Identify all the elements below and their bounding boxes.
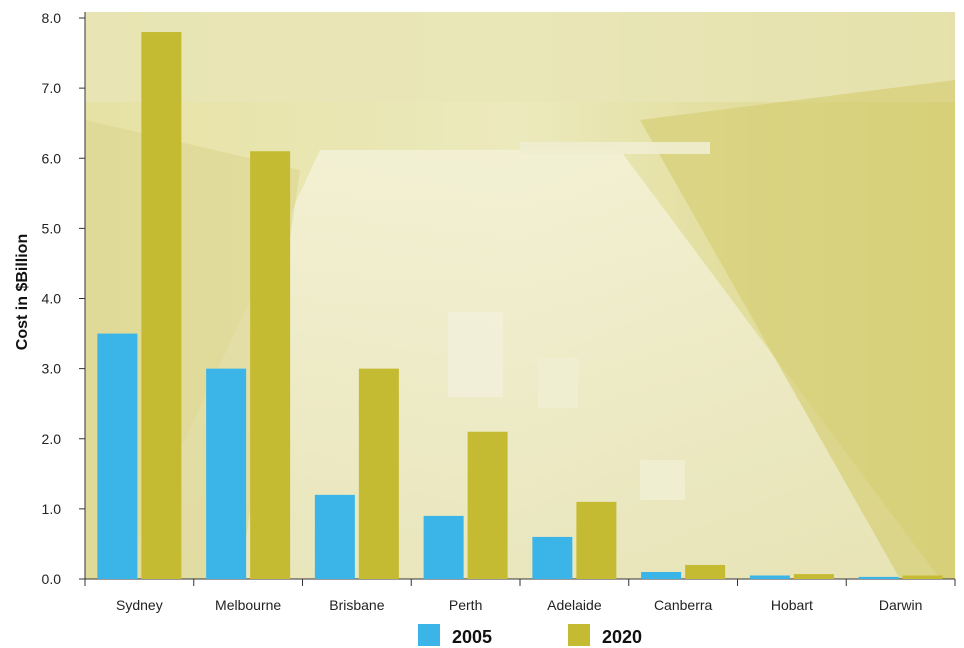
legend-label-2020: 2020 — [602, 627, 642, 647]
bar-2005-sydney — [97, 333, 138, 579]
bar-2020-melbourne — [250, 151, 291, 580]
x-tick-label: Perth — [449, 597, 482, 613]
y-tick-label: 7.0 — [42, 80, 62, 96]
bar-2005-perth — [423, 515, 464, 579]
x-tick-label: Brisbane — [329, 597, 384, 613]
bar-2020-brisbane — [358, 368, 399, 579]
bar-2005-adelaide — [532, 536, 573, 579]
x-tick-label: Darwin — [879, 597, 923, 613]
x-tick-label: Adelaide — [547, 597, 602, 613]
y-tick-label: 5.0 — [42, 220, 62, 236]
bar-2020-hobart — [793, 574, 834, 579]
x-tick-label: Hobart — [771, 597, 813, 613]
legend-swatch-2005 — [418, 624, 440, 646]
bar-2020-perth — [467, 431, 508, 579]
y-tick-label: 2.0 — [42, 431, 62, 447]
legend-label-2005: 2005 — [452, 627, 492, 647]
bar-2005-brisbane — [314, 494, 355, 579]
y-axis: 0.0 1.0 2.0 3.0 4.0 5.0 6.0 7.0 8.0 — [42, 10, 86, 587]
legend: 2005 2020 — [418, 624, 642, 647]
bar-2005-hobart — [749, 575, 790, 579]
background-photo — [85, 12, 955, 579]
bar-2005-canberra — [641, 571, 682, 579]
y-axis-label: Cost in $Billion — [14, 234, 31, 350]
x-tick-label: Sydney — [116, 597, 163, 613]
y-tick-label: 4.0 — [42, 291, 62, 307]
x-tick-label: Melbourne — [215, 597, 281, 613]
bar-2020-sydney — [141, 32, 182, 579]
y-tick-label: 1.0 — [42, 501, 62, 517]
y-tick-label: 3.0 — [42, 361, 62, 377]
bar-2005-melbourne — [206, 368, 247, 579]
bar-2005-darwin — [858, 576, 899, 579]
x-tick-label: Canberra — [654, 597, 713, 613]
bars — [97, 32, 943, 580]
y-tick-label: 6.0 — [42, 150, 62, 166]
y-tick-label: 0.0 — [42, 571, 62, 587]
bar-2020-darwin — [902, 575, 943, 579]
bar-2020-adelaide — [576, 501, 617, 579]
x-axis: Sydney Melbourne Brisbane Perth Adelaide Canb… — [84, 578, 956, 613]
bar-2020-canberra — [685, 564, 726, 579]
legend-swatch-2020 — [568, 624, 590, 646]
y-tick-label: 8.0 — [42, 10, 62, 26]
